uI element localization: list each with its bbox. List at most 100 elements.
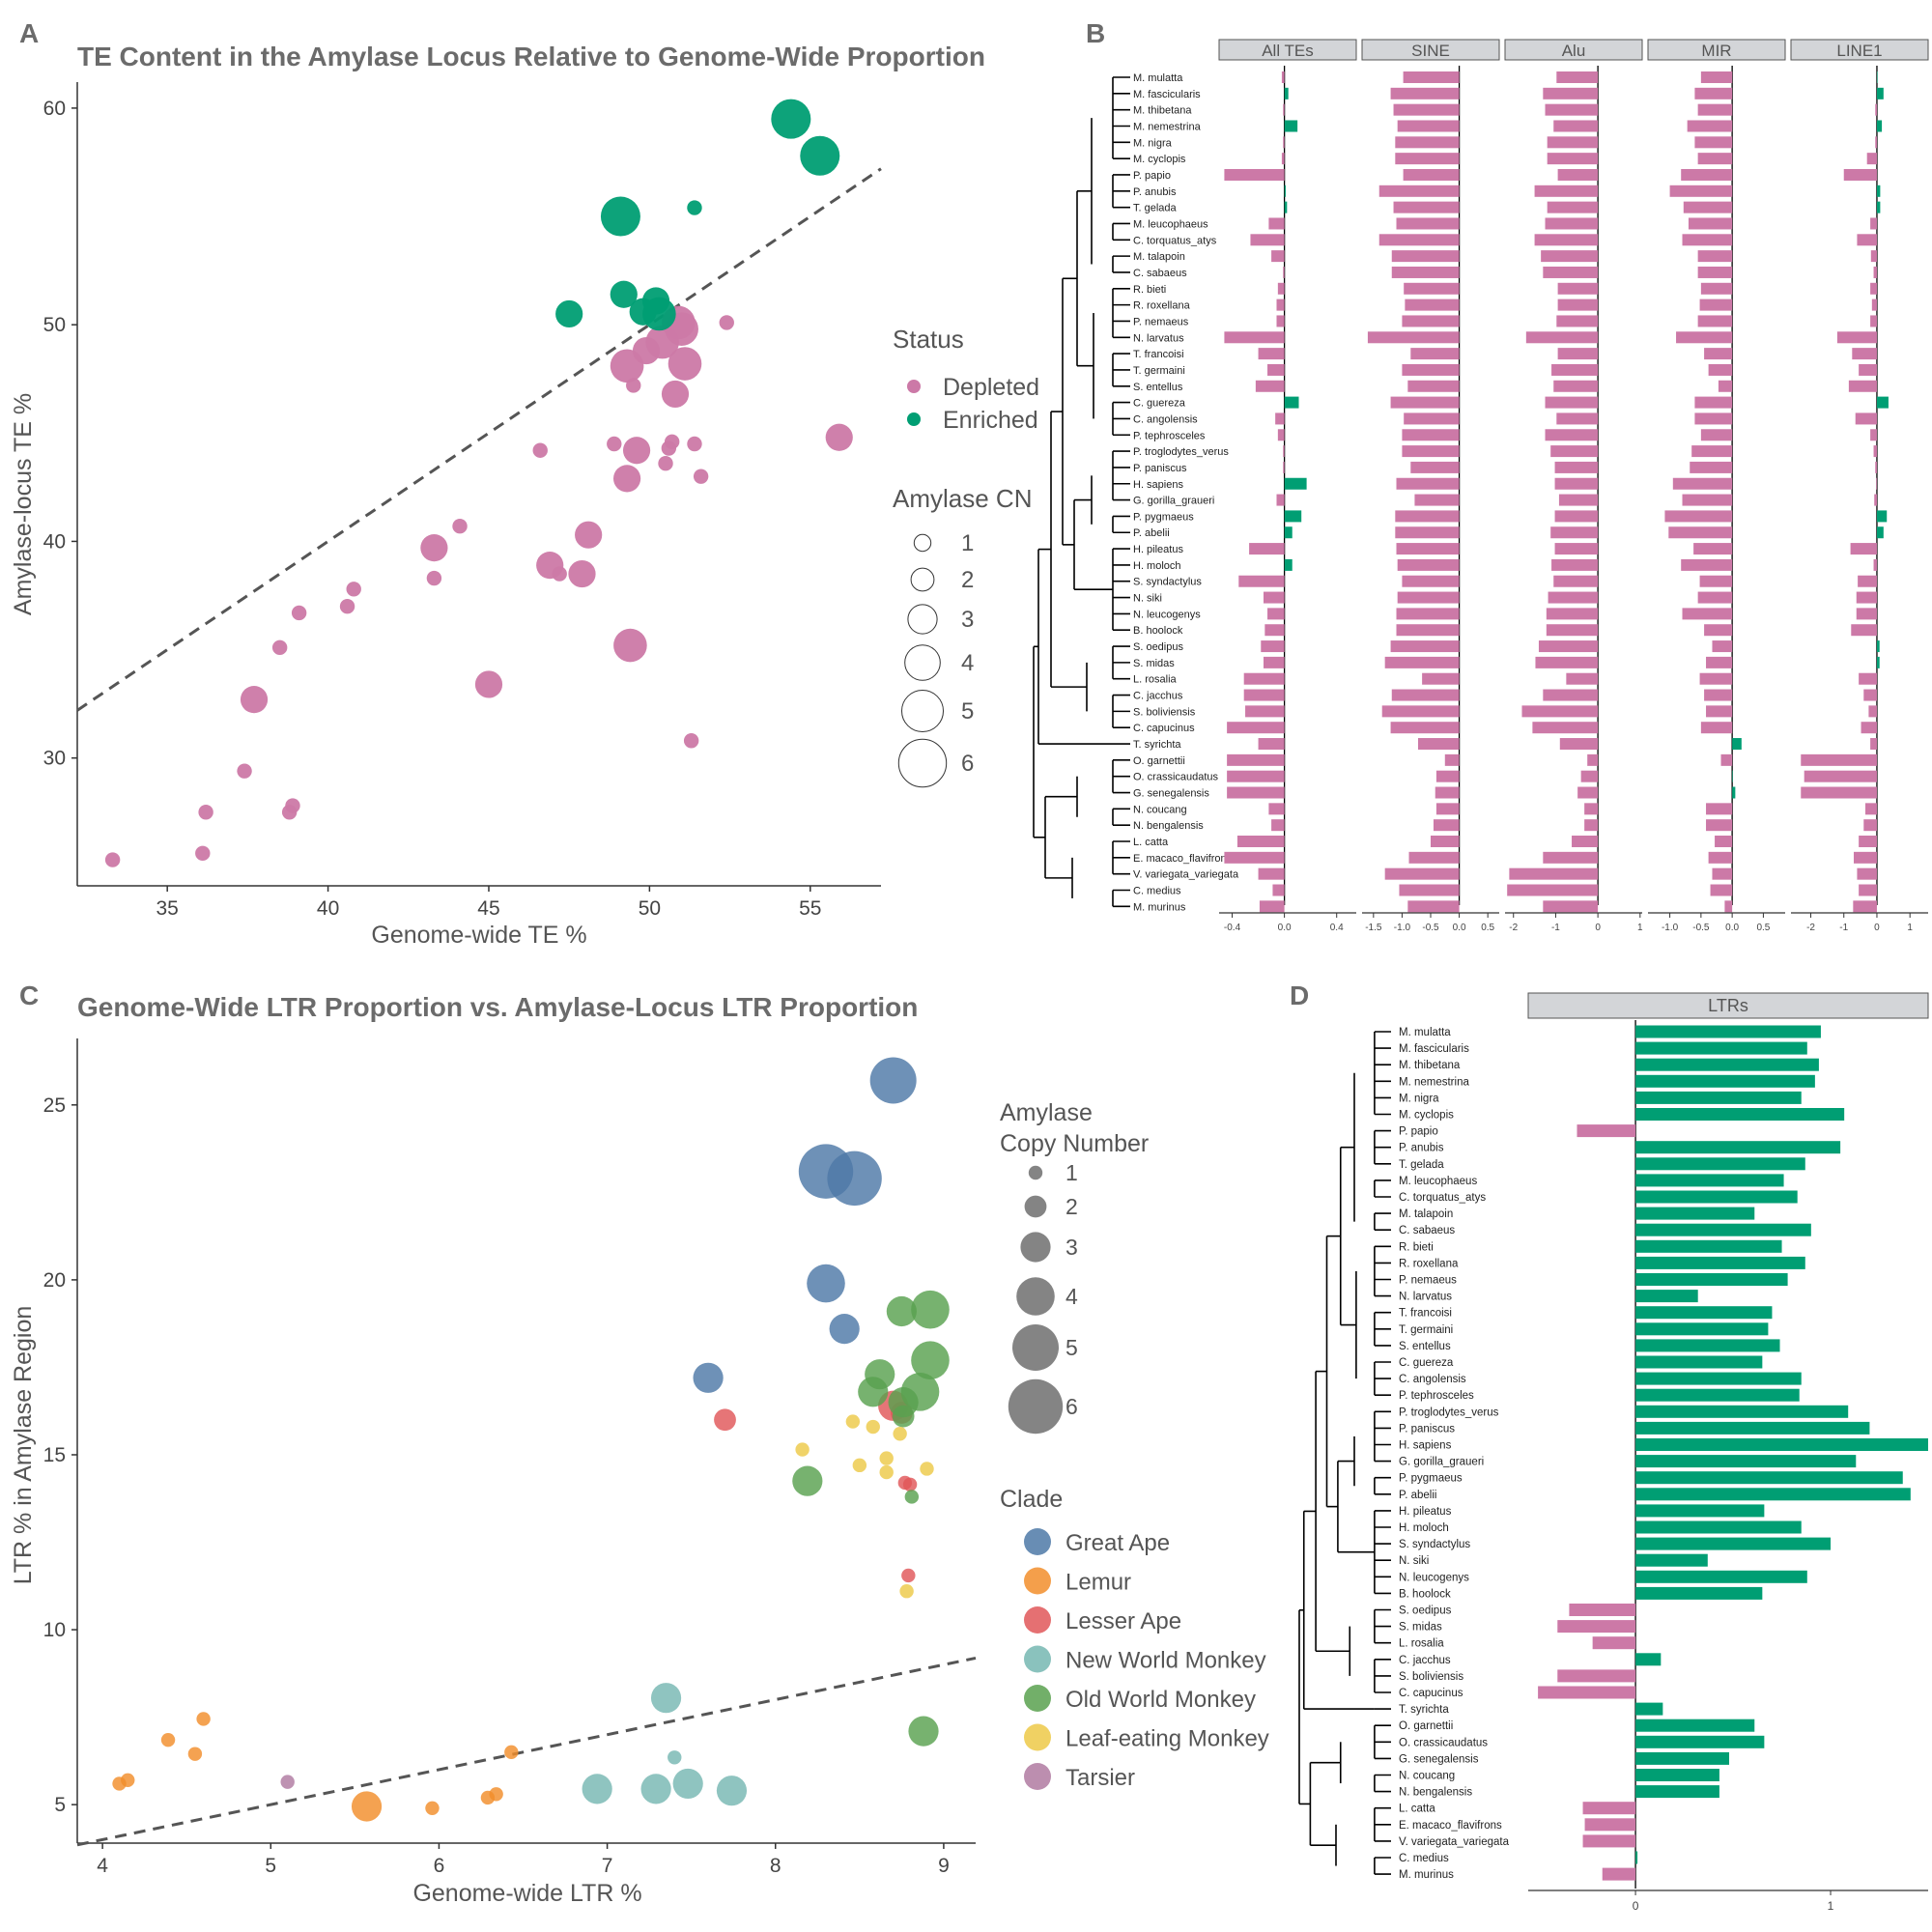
panel-b-facet-strip-sine bbox=[1361, 39, 1500, 61]
panel-b-x-tick-label: 1 bbox=[1637, 923, 1643, 933]
panel-b-bar-all-tes bbox=[1224, 168, 1285, 181]
panel-b-bar-alu bbox=[1521, 705, 1599, 718]
panel-b-bar-mir bbox=[1681, 558, 1733, 571]
panel-b-bar-mir bbox=[1682, 608, 1733, 620]
panel-a-x-tick-label: 50 bbox=[639, 897, 661, 920]
clade-legend-key-great-ape bbox=[1024, 1528, 1051, 1555]
panel-b-species-label: C. torquatus_atys bbox=[1133, 235, 1217, 246]
panel-b-bar-alu bbox=[1543, 689, 1599, 701]
panel-b-species-label: N. bengalensis bbox=[1133, 820, 1204, 832]
panel-b-bar-mir bbox=[1669, 185, 1733, 197]
panel-label-b: B bbox=[1086, 18, 1105, 48]
panel-b-bar-line1 bbox=[1854, 851, 1877, 864]
panel-d-bar-ltrs bbox=[1635, 1405, 1849, 1418]
panel-d-bar-ltrs bbox=[1635, 1520, 1802, 1534]
panel-b-bar-mir bbox=[1732, 770, 1733, 782]
panel-b-bar-alu bbox=[1548, 591, 1599, 604]
panel-b-bar-line1 bbox=[1868, 705, 1877, 718]
panel-b-species-label: H. moloch bbox=[1133, 560, 1181, 572]
panel-c-point-new-world-monkey bbox=[668, 1750, 682, 1765]
panel-b-bars: M. mulatta M. fascicularis M. thibetana M. … bbox=[1033, 39, 1929, 933]
panel-a-point-depleted bbox=[687, 436, 702, 452]
panel-d-species-label: L. rosalia bbox=[1399, 1638, 1444, 1650]
clade-legend-label-great-ape: Great Ape bbox=[1065, 1530, 1170, 1556]
panel-b-x-tick-label: -1.0 bbox=[1394, 923, 1411, 933]
panel-b-facet-strip-mir bbox=[1647, 39, 1786, 61]
panel-b-bar-sine bbox=[1396, 217, 1460, 230]
panel-d-species-label: T. germaini bbox=[1399, 1324, 1453, 1336]
panel-b-bar-line1 bbox=[1875, 136, 1877, 149]
panel-c-y-tick-label: 5 bbox=[54, 1794, 66, 1816]
panel-b-bar-alu bbox=[1554, 543, 1599, 555]
panel-b-species-label: O. garnettii bbox=[1133, 755, 1185, 767]
panel-d-species-label: H. sapiens bbox=[1399, 1440, 1452, 1452]
panel-b-bar-sine bbox=[1391, 689, 1460, 701]
panel-c-y-tick-label: 20 bbox=[43, 1269, 66, 1292]
panel-b-bar-all-tes bbox=[1275, 412, 1285, 425]
panel-d-bar-ltrs bbox=[1538, 1686, 1636, 1699]
panel-b-bar-all-tes bbox=[1284, 396, 1299, 409]
panel-d-bar-ltrs bbox=[1635, 1702, 1663, 1716]
panel-label-a: A bbox=[19, 18, 39, 48]
panel-d-species-label: P. tephrosceles bbox=[1399, 1390, 1474, 1402]
panel-b-bar-all-tes bbox=[1283, 461, 1285, 473]
panel-d-bar-ltrs bbox=[1635, 1471, 1903, 1485]
panel-d-bar-ltrs bbox=[1635, 1769, 1719, 1781]
panel-b-bar-sine bbox=[1395, 510, 1460, 523]
panel-d-species-label: S. entellus bbox=[1399, 1341, 1451, 1352]
panel-d-bar-ltrs bbox=[1635, 1058, 1819, 1071]
panel-b-bar-mir bbox=[1700, 429, 1733, 441]
panel-b-bar-alu bbox=[1525, 331, 1599, 344]
panel-b-bar-sine bbox=[1391, 250, 1460, 263]
panel-a-point-depleted bbox=[622, 437, 651, 465]
panel-b-bar-alu bbox=[1566, 672, 1599, 685]
panel-c-y-tick-label: 25 bbox=[43, 1094, 66, 1117]
panel-a-point-depleted bbox=[271, 639, 288, 656]
panel-b-bar-sine bbox=[1390, 87, 1460, 99]
panel-d-bar-ltrs bbox=[1635, 1553, 1708, 1567]
panel-d-bar-ltrs bbox=[1584, 1818, 1636, 1832]
panel-c-title: Genome-Wide LTR Proportion vs. Amylase-L… bbox=[77, 992, 918, 1022]
status-legend-label-enriched: Enriched bbox=[943, 407, 1038, 434]
panel-b-bar-line1 bbox=[1857, 867, 1877, 880]
clade-legend-label-old-world-monkey: Old World Monkey bbox=[1065, 1687, 1256, 1713]
panel-c-point-leaf-eating-monkey bbox=[920, 1462, 934, 1476]
panel-b-bar-all-tes bbox=[1238, 575, 1285, 587]
panel-b-bar-mir bbox=[1708, 851, 1733, 864]
panel-d-species-label: C. guereza bbox=[1399, 1357, 1454, 1369]
panel-b-bar-mir bbox=[1693, 543, 1733, 555]
panel-b-bar-line1 bbox=[1863, 819, 1877, 832]
panel-b-bar-all-tes bbox=[1243, 672, 1285, 685]
panel-b-bar-alu bbox=[1556, 315, 1599, 327]
panel-d-bar-ltrs bbox=[1635, 1504, 1765, 1518]
panel-b-bar-sine bbox=[1410, 348, 1460, 360]
panel-b-species-label: N. larvatus bbox=[1133, 332, 1184, 344]
panel-d-species-label: R. bieti bbox=[1399, 1241, 1434, 1253]
panel-b-bar-all-tes bbox=[1283, 445, 1285, 458]
panel-c-point-leaf-eating-monkey bbox=[899, 1584, 914, 1599]
panel-b-bar-sine bbox=[1396, 477, 1460, 490]
panel-b-bar-line1 bbox=[1871, 298, 1877, 311]
panel-b-bar-line1 bbox=[1859, 884, 1877, 896]
panel-b-bar-alu bbox=[1543, 266, 1599, 278]
panel-b-bar-line1 bbox=[1873, 445, 1877, 458]
panel-c-point-lemur bbox=[160, 1732, 176, 1747]
clade-legend-key-lesser-ape bbox=[1024, 1606, 1051, 1634]
amylase-cn-legend-label: 5 bbox=[961, 698, 974, 724]
panel-b-bar-mir bbox=[1710, 884, 1733, 896]
panel-a-point-depleted bbox=[452, 519, 468, 534]
panel-b-facet-title: LINE1 bbox=[1836, 42, 1882, 60]
panel-c-point-great-ape bbox=[827, 1151, 882, 1207]
panel-b-species-label: P. troglodytes_verus bbox=[1133, 446, 1229, 458]
panel-c-point-new-world-monkey bbox=[650, 1683, 682, 1714]
panel-d-bar-ltrs bbox=[1582, 1802, 1636, 1815]
panel-b-bar-line1 bbox=[1876, 640, 1880, 653]
panel-d-bars: M. mulatta M. fascicularis M. thibetana M. … bbox=[1298, 992, 1929, 1913]
panel-a-point-depleted bbox=[195, 845, 211, 862]
amylase-cn-legend-key bbox=[901, 690, 944, 732]
panel-b-bar-line1 bbox=[1874, 494, 1877, 506]
panel-b-bar-all-tes bbox=[1264, 624, 1285, 637]
panel-b-bar-all-tes bbox=[1236, 836, 1285, 848]
panel-a-x-tick-label: 45 bbox=[477, 897, 499, 920]
